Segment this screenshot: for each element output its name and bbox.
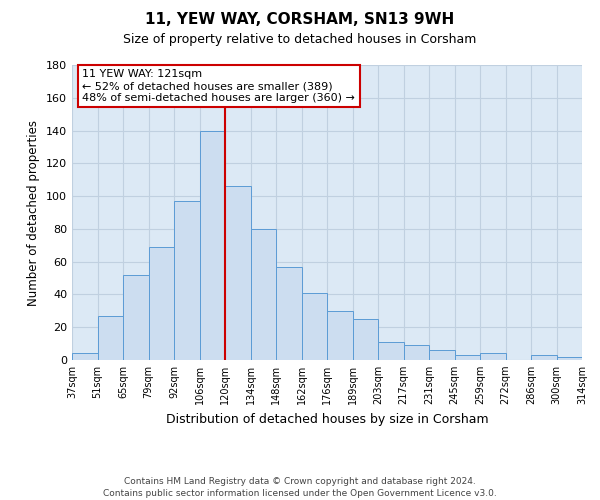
Bar <box>276 266 302 360</box>
Bar <box>557 356 582 360</box>
Bar <box>302 293 327 360</box>
Bar <box>327 311 353 360</box>
Bar <box>404 345 429 360</box>
Bar <box>97 316 123 360</box>
Text: Contains HM Land Registry data © Crown copyright and database right 2024.: Contains HM Land Registry data © Crown c… <box>124 478 476 486</box>
Bar <box>123 275 149 360</box>
Text: 11 YEW WAY: 121sqm
← 52% of detached houses are smaller (389)
48% of semi-detach: 11 YEW WAY: 121sqm ← 52% of detached hou… <box>82 70 355 102</box>
Bar <box>353 319 378 360</box>
Y-axis label: Number of detached properties: Number of detached properties <box>28 120 40 306</box>
Text: Size of property relative to detached houses in Corsham: Size of property relative to detached ho… <box>124 32 476 46</box>
Bar <box>429 350 455 360</box>
Bar <box>251 229 276 360</box>
Bar <box>378 342 404 360</box>
Bar <box>72 354 97 360</box>
Text: 11, YEW WAY, CORSHAM, SN13 9WH: 11, YEW WAY, CORSHAM, SN13 9WH <box>145 12 455 28</box>
Bar <box>455 355 480 360</box>
X-axis label: Distribution of detached houses by size in Corsham: Distribution of detached houses by size … <box>166 412 488 426</box>
Bar <box>199 130 225 360</box>
Bar <box>225 186 251 360</box>
Text: Contains public sector information licensed under the Open Government Licence v3: Contains public sector information licen… <box>103 489 497 498</box>
Bar <box>480 354 505 360</box>
Bar <box>531 355 557 360</box>
Bar <box>149 247 174 360</box>
Bar <box>174 201 199 360</box>
